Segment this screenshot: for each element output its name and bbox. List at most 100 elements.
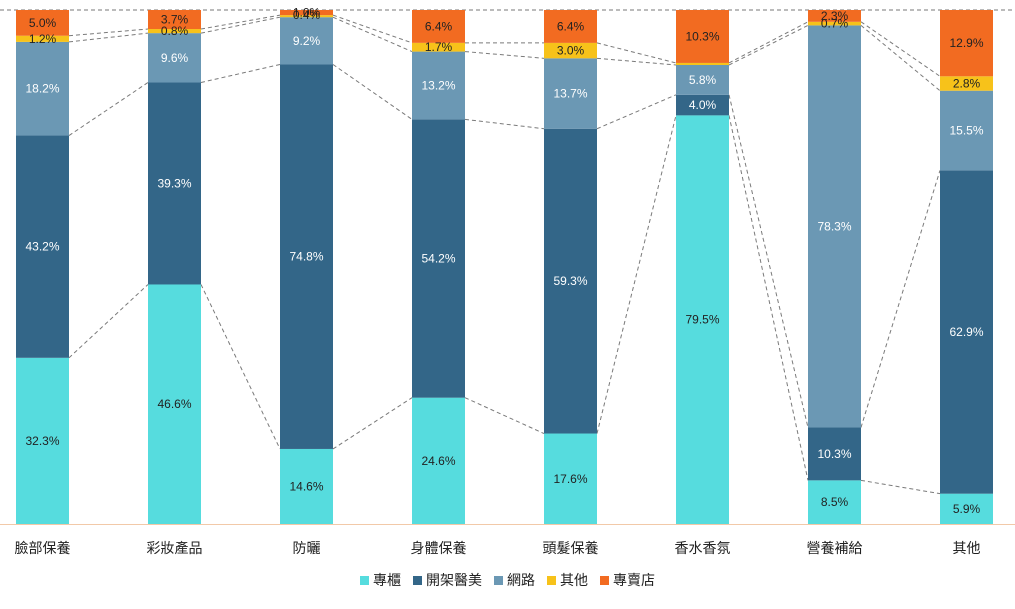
series-line-1: [464, 397, 545, 434]
bar-segment: [412, 51, 465, 120]
data-label: 13.7%: [553, 87, 587, 101]
data-label: 46.6%: [157, 397, 191, 411]
data-label: 78.3%: [817, 219, 851, 233]
bar-segment: [676, 10, 729, 63]
bar-segment: [280, 10, 333, 16]
series-line-4: [728, 21, 809, 64]
category-label: 臉部保養: [15, 540, 71, 557]
bar-segment: [676, 94, 729, 116]
legend: 專櫃 開架醫美 網路 其他 專賣店: [0, 570, 1015, 590]
data-label: 6.4%: [557, 19, 585, 33]
data-label: 1.0%: [293, 6, 321, 20]
data-label: 79.5%: [685, 313, 719, 327]
bar-segment: [148, 82, 201, 285]
series-line-3: [200, 16, 281, 34]
bar-segment: [148, 29, 201, 34]
data-label: 18.2%: [25, 82, 59, 96]
legend-swatch: [360, 575, 369, 585]
bar-segment: [16, 357, 69, 524]
series-line-1: [596, 115, 677, 434]
bar-segment: [808, 427, 861, 481]
legend-label: 專賣店: [613, 573, 655, 589]
bar-segment: [148, 10, 201, 30]
category-label: 防曬: [293, 541, 321, 557]
data-label: 13.2%: [421, 78, 455, 92]
series-line-3: [860, 25, 941, 92]
series-line-4: [860, 21, 941, 77]
data-label: 5.9%: [953, 502, 981, 516]
bar-segment: [940, 170, 993, 494]
data-label: 1.7%: [425, 40, 453, 54]
series-line-2: [860, 170, 941, 428]
legend-label: 其他: [560, 573, 588, 589]
bar-segment: [280, 448, 333, 524]
legend-swatch: [413, 575, 422, 585]
data-label: 24.6%: [421, 454, 455, 468]
category-label: 彩妝產品: [147, 540, 203, 557]
data-label: 5.8%: [689, 73, 717, 87]
series-line-2: [596, 94, 677, 130]
bar-segment: [412, 119, 465, 398]
legend-item: 專櫃: [360, 570, 401, 590]
data-label: 8.5%: [821, 495, 849, 509]
data-label: 15.5%: [949, 124, 983, 138]
legend-item: 開架醫美: [413, 570, 482, 590]
data-label: 4.0%: [689, 98, 717, 112]
series-line-1: [332, 397, 413, 450]
data-label: 9.2%: [293, 34, 321, 48]
data-label: 32.3%: [25, 434, 59, 448]
bar-segment: [280, 15, 333, 18]
series-line-3: [596, 57, 677, 66]
bar-segment: [676, 64, 729, 95]
series-line-1: [728, 115, 809, 481]
data-label: 0.8%: [161, 24, 189, 38]
series-line-3: [68, 32, 149, 43]
bar-segment: [280, 17, 333, 65]
bar-segment: [676, 62, 729, 65]
series-line-2: [332, 64, 413, 120]
category-label: 香水香氛: [675, 541, 731, 557]
series-line-3: [464, 51, 545, 59]
data-label: 1.2%: [29, 32, 57, 46]
series-line-2: [464, 118, 545, 130]
bar-segment: [544, 128, 597, 434]
data-label: 12.9%: [949, 36, 983, 50]
bar-segment: [544, 42, 597, 59]
bar-segment: [16, 135, 69, 358]
data-label: 0.7%: [821, 16, 849, 30]
data-label: 10.3%: [817, 447, 851, 461]
data-label: 59.3%: [553, 274, 587, 288]
bar-segment: [544, 58, 597, 129]
bar-segment: [544, 433, 597, 524]
legend-swatch: [600, 575, 609, 585]
legend-swatch: [494, 575, 503, 585]
series-line-2: [68, 82, 149, 136]
series-line-3: [332, 16, 413, 53]
category-label: 營養補給: [807, 540, 863, 557]
data-label: 43.2%: [25, 240, 59, 254]
bar-segment: [940, 90, 993, 171]
bar-segment: [16, 35, 69, 42]
data-label: 6.4%: [425, 19, 453, 33]
data-label: 9.6%: [161, 51, 189, 65]
bar-segment: [148, 33, 201, 83]
data-label: 17.6%: [553, 472, 587, 486]
data-label: 0.4%: [293, 8, 321, 22]
legend-swatch: [547, 575, 556, 585]
legend-label: 開架醫美: [426, 573, 482, 589]
bar-segment: [808, 10, 861, 22]
data-label: 2.3%: [821, 9, 849, 23]
data-label: 2.8%: [953, 77, 981, 91]
bar-segment: [16, 10, 69, 36]
bar-segment: [280, 64, 333, 449]
chart-plot: 32.3% 43.2% 18.2% 1.2% 5.0% 臉部保養 46.6% 39.3% 9.6…: [0, 6, 1015, 557]
data-label: 39.3%: [157, 176, 191, 190]
series-line-1: [860, 479, 941, 495]
bar-segment: [940, 493, 993, 524]
bar-segment: [16, 41, 69, 136]
category-label: 身體保養: [411, 540, 467, 557]
bar-segment: [808, 25, 861, 428]
series-line-4: [332, 14, 413, 44]
data-label: 62.9%: [949, 325, 983, 339]
